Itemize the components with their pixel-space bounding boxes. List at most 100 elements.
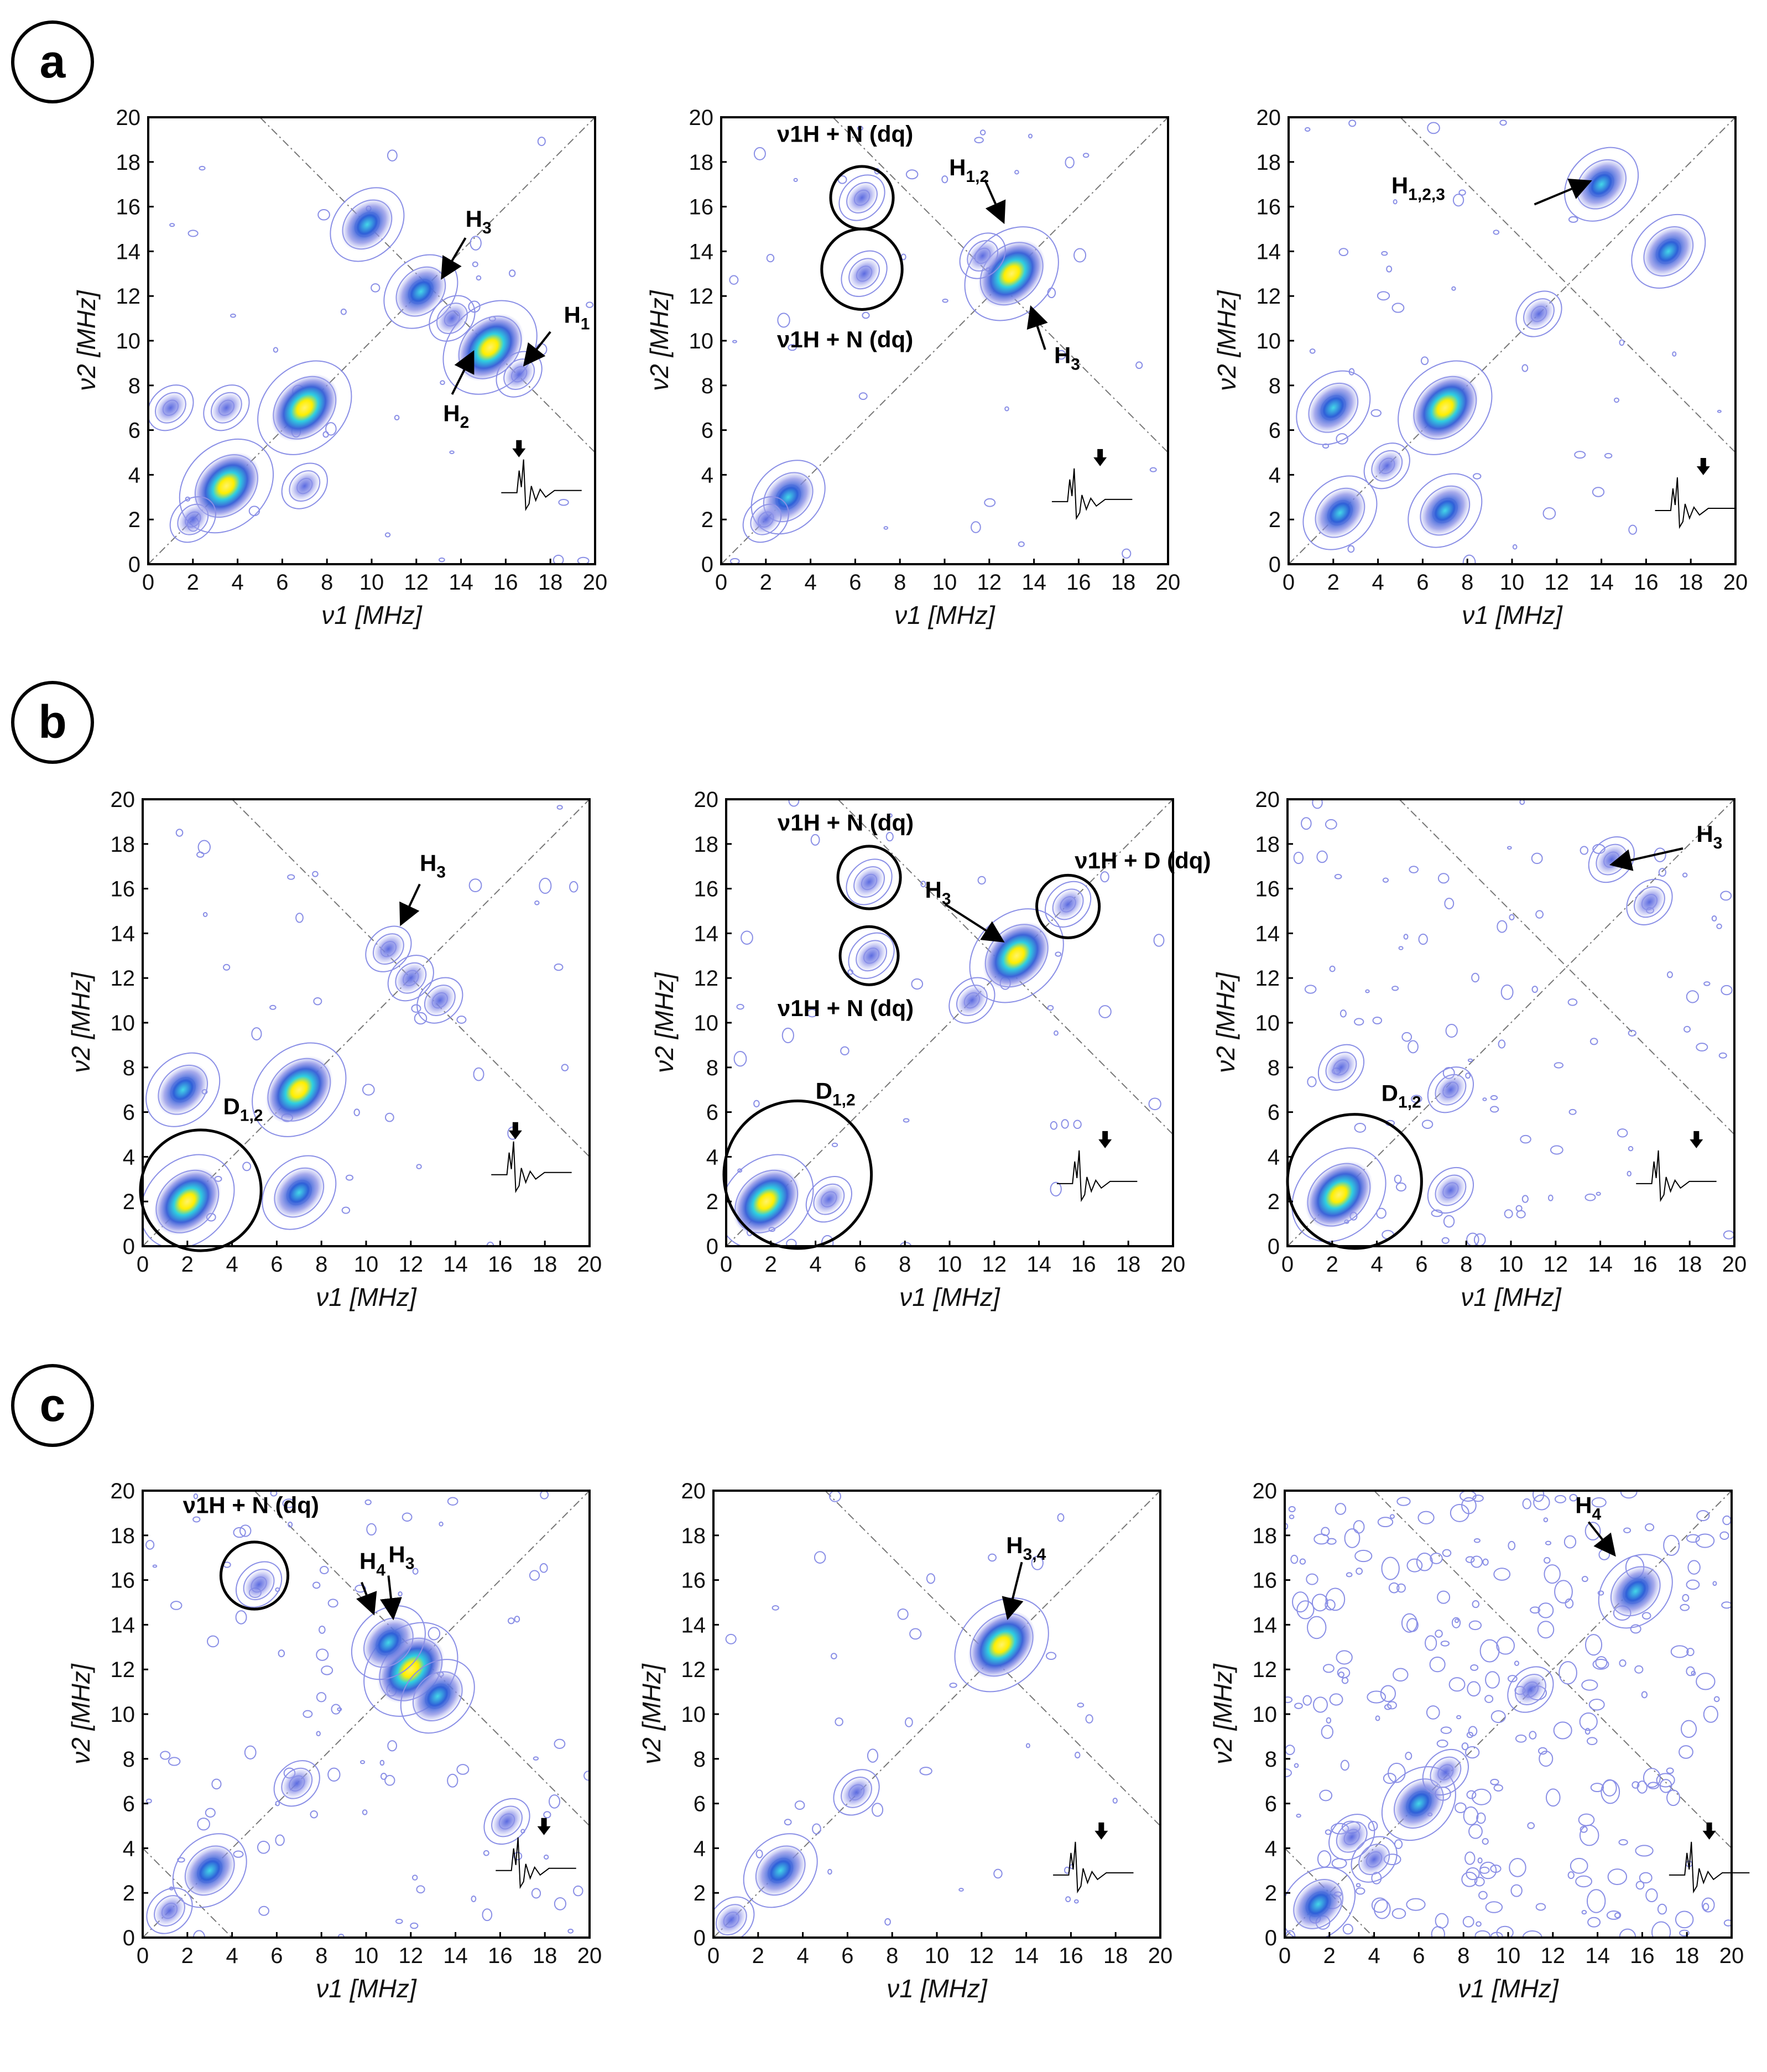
y-tick-label: 16 [681, 1569, 706, 1593]
noise-contour [1617, 1128, 1628, 1138]
y-tick-label: 0 [1268, 1235, 1280, 1259]
x-tick-label: 0 [1283, 570, 1295, 595]
noise-contour [1701, 1897, 1715, 1913]
peak-6 [416, 977, 463, 1024]
x-tick-label: 8 [1460, 1252, 1472, 1277]
noise-contour [1372, 1016, 1383, 1024]
peak-4 [281, 462, 328, 509]
noise-contour [1682, 872, 1688, 878]
x-tick-label: 20 [1161, 1252, 1186, 1277]
x-tick-label: 2 [760, 570, 772, 595]
x-tick-label: 6 [841, 1944, 853, 1968]
noise-contour [539, 877, 552, 894]
field-position-arrow-icon [537, 1818, 551, 1835]
y-tick-label: 20 [694, 788, 719, 812]
noise-contour [1527, 1822, 1535, 1829]
noise-contour [1445, 1023, 1458, 1038]
noise-contour [251, 1027, 262, 1040]
noise-contour [1389, 1514, 1395, 1519]
y-tick-label: 10 [111, 1011, 135, 1035]
noise-contour [1307, 1076, 1317, 1087]
noise-contour [772, 1605, 779, 1611]
noise-contour [1468, 1824, 1483, 1839]
peak-6 [330, 187, 405, 262]
field-position-arrow-icon [1094, 1822, 1108, 1840]
noise-contour [793, 178, 798, 183]
noise-contour [402, 1512, 413, 1522]
highlight-circle [820, 227, 904, 311]
peak-2 [846, 858, 893, 905]
y-tick-label: 12 [681, 1658, 706, 1682]
noise-contour [1695, 1533, 1715, 1548]
noise-contour [160, 1751, 171, 1760]
field-position-arrow-icon [1690, 1131, 1703, 1148]
noise-contour [1326, 1717, 1332, 1724]
noise-contour [1476, 1921, 1482, 1927]
annotation-arrow [1609, 847, 1683, 871]
y-tick-label: 8 [1269, 374, 1281, 398]
noise-contour [1313, 1696, 1328, 1713]
x-tick-label: 10 [1500, 570, 1525, 595]
x-tick-label: 12 [399, 1944, 424, 1968]
noise-contour [1554, 1495, 1566, 1503]
noise-contour [1409, 866, 1419, 873]
noise-contour [1047, 1004, 1054, 1011]
chart-a2: 0 2 4 6 8 10 12 14 16 18 20 0 2 4 6 8 10 12 14 16 18 20 ν1 [MH… [645, 106, 1180, 629]
noise-contour [1334, 873, 1342, 879]
highlight-circle [722, 1099, 873, 1250]
noise-contour [1444, 898, 1455, 909]
y-tick-label: 16 [1253, 1569, 1278, 1593]
x-tick-label: 2 [187, 570, 199, 595]
x-tick-label: 4 [226, 1944, 238, 1968]
noise-contour [543, 1811, 551, 1819]
annotation-arrow [451, 350, 475, 395]
noise-contour [1440, 1726, 1452, 1734]
noise-contour [1683, 1025, 1691, 1033]
svg-text:b: b [38, 696, 66, 748]
peak-4 [273, 1760, 320, 1807]
noise-contour [1568, 1108, 1577, 1115]
noise-contour [447, 1497, 458, 1506]
y-tick-label: 12 [694, 966, 719, 991]
noise-contour [905, 1717, 913, 1727]
x-tick-label: 12 [1545, 570, 1570, 595]
x-tick-label: 12 [1541, 1944, 1566, 1968]
y-axis-label: ν2 [MHz] [1211, 972, 1240, 1073]
highlight-circle [219, 1540, 290, 1611]
noise-contour [387, 149, 398, 162]
noise-contour [1568, 216, 1578, 223]
x-tick-label: 8 [1457, 1944, 1469, 1968]
noise-contour [310, 1810, 318, 1819]
noise-contour [1504, 1209, 1513, 1219]
peak-1 [1427, 1066, 1474, 1113]
x-tick-label: 2 [181, 1944, 194, 1968]
noise-contour [1474, 1930, 1490, 1938]
noise-contour [1325, 819, 1337, 830]
noise-contour [447, 1773, 458, 1788]
y-tick-label: 10 [694, 1011, 719, 1035]
y-tick-label: 14 [1253, 1613, 1278, 1637]
noise-contour [1401, 1613, 1418, 1633]
peak-3 [1507, 1666, 1554, 1713]
noise-contour [1347, 545, 1355, 553]
noise-contour [1149, 467, 1157, 472]
noise-contour [1354, 1549, 1373, 1563]
y-tick-label: 0 [706, 1235, 718, 1259]
highlight-circle [139, 1128, 263, 1252]
noise-contour [1437, 873, 1450, 884]
noise-contour [1454, 1618, 1460, 1623]
diagonal-line [1288, 799, 1734, 1246]
noise-contour [1077, 1703, 1085, 1708]
noise-contour [270, 1491, 278, 1497]
noise-contour [1680, 1720, 1697, 1738]
noise-contour [1581, 1910, 1587, 1915]
noise-contour [456, 1764, 470, 1775]
annotation-arrow [1587, 1521, 1616, 1557]
noise-contour [1462, 1916, 1474, 1928]
noise-contour [1304, 985, 1317, 994]
noise-contour [835, 1717, 843, 1726]
noise-contour [1659, 1779, 1672, 1793]
noise-contour [1316, 850, 1328, 863]
chart-c2: 0 2 4 6 8 10 12 14 16 18 20 0 2 4 6 8 10 12 14 16 18 20 ν1 [MH… [637, 1479, 1172, 2003]
noise-contour [1696, 1510, 1710, 1522]
